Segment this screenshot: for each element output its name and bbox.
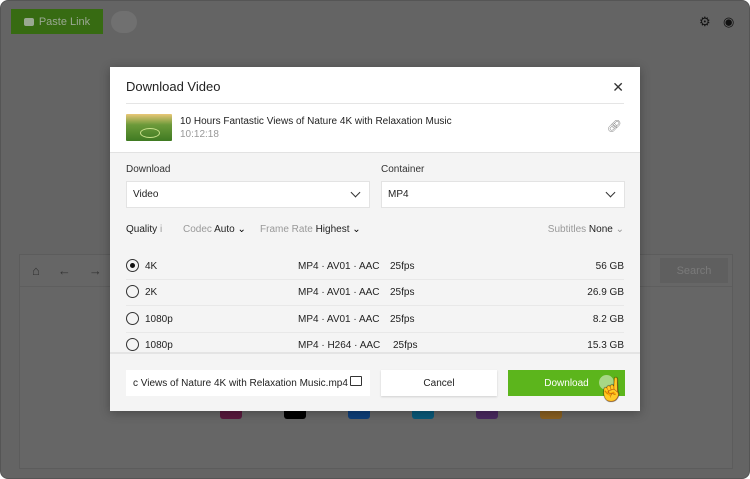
hand-cursor-icon: ☝ [598,377,626,402]
container-select[interactable]: MP4 [381,181,625,208]
dialog-footer: c Views of Nature 4K with Relaxation Mus… [110,352,640,411]
close-icon[interactable]: ✕ [612,79,624,95]
divider [126,103,624,104]
cancel-button[interactable]: Cancel [381,370,497,396]
dialog-title: Download Video [126,79,221,94]
radio-button[interactable] [126,338,139,351]
youtube-icon [23,17,34,26]
quality-label: Quality [126,224,158,235]
click-indicator [599,375,614,390]
user-icon[interactable]: ◉ [723,14,735,29]
download-video-dialog: Download Video ✕ 10 Hours Fantastic View… [110,67,640,411]
filename-input[interactable]: c Views of Nature 4K with Relaxation Mus… [126,370,370,396]
quality-option-row[interactable]: 2K MP4 · AV01 · AAC 25fps 26.9 GB [126,280,624,306]
forward-icon[interactable]: → [88,263,102,278]
quality-option-row[interactable]: 1080p MP4 · AV01 · AAC 25fps 8.2 GB [126,307,624,333]
bulb-toggle[interactable] [111,11,137,33]
link-icon[interactable]: 🔗︎ [606,119,622,133]
quality-option-row[interactable]: 4K MP4 · AV01 · AAC 25fps 56 GB [126,254,624,280]
download-label: Download [126,164,171,175]
radio-selected[interactable] [126,259,139,272]
folder-icon[interactable] [350,376,362,386]
search-button[interactable]: Search [660,258,728,283]
container-label: Container [381,164,425,175]
chevron-down-icon [350,187,361,198]
back-icon[interactable]: ← [57,263,71,278]
video-title: 10 Hours Fantastic Views of Nature 4K wi… [180,116,452,127]
radio-button[interactable] [126,312,139,325]
radio-button[interactable] [126,285,139,298]
paste-link-button[interactable]: Paste Link [11,9,103,34]
info-icon[interactable]: i [160,224,163,235]
subtitles-filter[interactable]: Subtitles None ⌄ [547,224,624,235]
video-duration: 10:12:18 [180,129,219,140]
download-type-select[interactable]: Video [126,181,370,208]
gear-icon[interactable]: ⚙ [699,14,711,29]
home-icon[interactable]: ⌂ [32,263,40,278]
filter-bar: Quality i Codec Auto ⌄ Frame Rate Highes… [126,224,624,238]
chevron-down-icon [605,187,616,198]
video-thumbnail [126,114,172,141]
codec-filter[interactable]: Codec Auto ⌄ [183,224,246,235]
framerate-filter[interactable]: Frame Rate Highest ⌄ [260,224,361,235]
